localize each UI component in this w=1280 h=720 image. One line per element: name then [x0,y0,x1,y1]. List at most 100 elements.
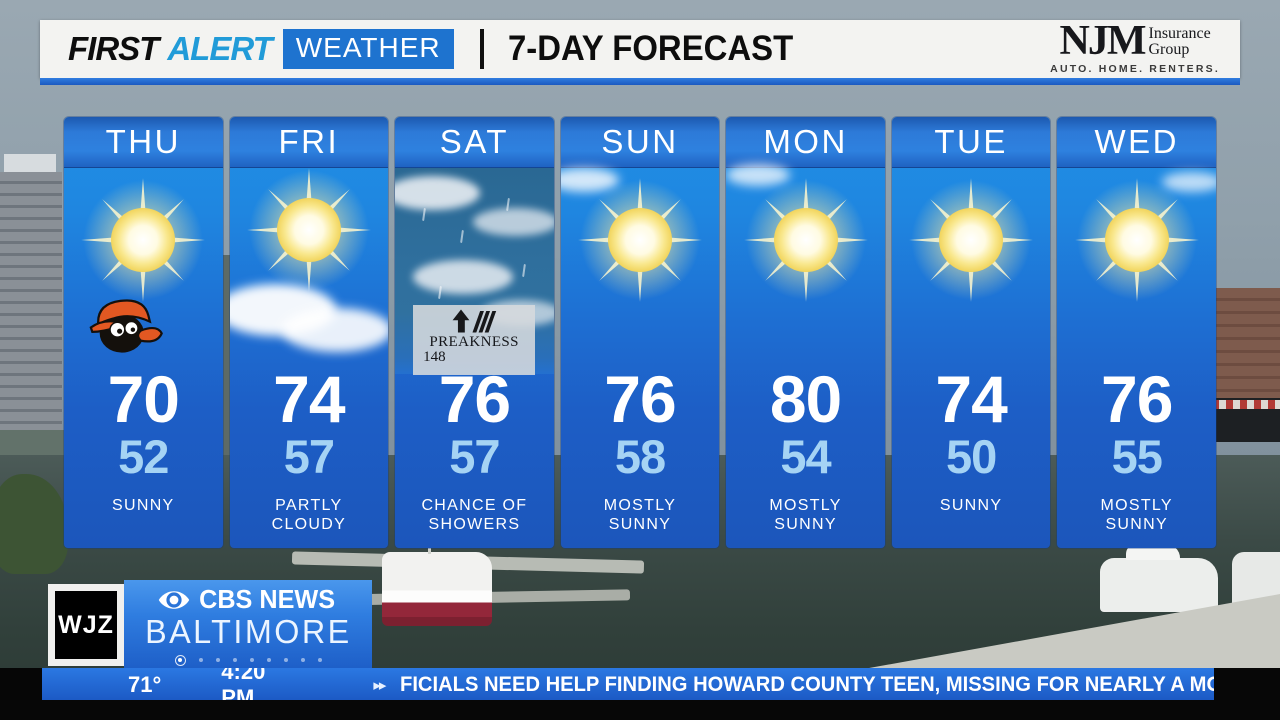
background-tower [0,172,62,472]
temps: 74 57 PARTLY CLOUDY [230,366,389,535]
njm-sponsor-logo: NJM Insurance Group AUTO. HOME. RENTERS. [1050,18,1220,75]
low-temp: 57 [283,430,335,483]
sun-icon [742,176,870,304]
high-temp: 74 [273,362,345,436]
forecast-day-card-wed: WED 76 55 MOSTLY SUNNY [1057,117,1216,548]
city-label: BALTIMORE [144,613,352,651]
temps: 76 55 MOSTLY SUNNY [1057,366,1216,535]
first-alert-weather-logo: FIRST ALERT WEATHER [68,29,454,69]
njm-line1: Insurance [1148,24,1211,42]
sun-icon [245,166,373,294]
day-name: SAT [439,123,510,160]
temps: 80 54 MOSTLY SUNNY [726,366,885,535]
njm-line2: Group [1148,40,1190,58]
temps: 76 57 CHANCE OF SHOWERS [395,366,554,535]
forecast-day-card-sat: SAT PREAKNESS 148 76 57 CHANCE OF SHOWER… [395,117,554,548]
sun-icon [907,176,1035,304]
banner-divider [479,29,484,69]
condition-label: MOSTLY SUNNY [769,496,842,534]
high-temp: 80 [769,362,842,436]
temps: 74 50 SUNNY [892,366,1051,515]
njm-tagline: AUTO. HOME. RENTERS. [1050,62,1220,75]
high-temp: 76 [604,362,676,436]
preakness-number: 148 [423,349,446,365]
page-title: 7-DAY FORECAST [507,29,793,68]
condition-label: SUNNY [112,496,175,514]
day-name: SUN [601,123,679,160]
cbs-news-baltimore-logo: CBS NEWS BALTIMORE [124,580,372,668]
low-temp: 55 [1111,430,1163,483]
high-temp: 76 [1100,362,1173,436]
background-yacht [1100,544,1218,612]
orioles-logo [86,295,168,357]
cloud-icon [726,164,791,186]
cloud-icon [1161,172,1216,192]
brand-weather: WEATHER [282,29,454,69]
forecast-day-card-mon: MON 80 54 MOSTLY SUNNY [726,117,885,548]
banner-blue-stripe [40,78,1240,85]
news-ticker: 71° 4:20 PM ▸▸ FICIALS NEED HELP FINDING… [42,668,1214,702]
low-temp: 50 [945,430,997,483]
condition-label: MOSTLY SUNNY [603,496,677,534]
cloud-icon [560,168,619,192]
brand-first: FIRST [68,30,159,67]
preakness-badge: PREAKNESS 148 [413,305,536,375]
bottom-letterbox [0,700,1280,720]
weather-banner: FIRST ALERT WEATHER 7-DAY FORECAST NJM I… [40,20,1240,78]
cbs-eye-icon [158,590,190,610]
forecast-day-card-fri: FRI 74 57 PARTLY CLOUDY [229,117,389,548]
weather-icon-area [560,168,720,354]
condition-label: PARTLY CLOUDY [271,496,347,534]
day-header: FRI [229,117,389,168]
day-name: TUE [934,123,1008,160]
forecast-grid: THU 70 52 SUNNY FRI 74 57 PARTLY CLOUDY … [64,117,1216,548]
background-trees [0,474,68,574]
day-header: WED [1057,117,1216,168]
high-temp: 76 [438,362,511,436]
sun-icon [1073,176,1201,304]
condition-label: SUNNY [939,496,1003,514]
sun-icon [576,176,704,304]
weather-icon-area [892,168,1051,354]
preakness-logo-icon [448,308,500,334]
condition-label: CHANCE OF SHOWERS [421,496,528,534]
weather-icon-area [229,166,389,354]
high-temp: 70 [107,362,180,436]
day-name: WED [1094,123,1179,160]
low-temp: 57 [449,430,500,483]
ticker-headline: FICIALS NEED HELP FINDING HOWARD COUNTY … [400,673,1214,696]
wjz-callsign: WJZ [58,610,114,639]
background-brick-building [1212,288,1280,400]
cbs-news-label: CBS NEWS [199,584,336,615]
day-header: SAT [395,117,554,168]
day-name: MON [763,123,848,160]
forecast-day-card-tue: TUE 74 50 SUNNY [891,117,1051,548]
ticker-right-spacer [1214,668,1280,702]
cloud-icon [281,308,389,352]
carousel-dots [174,654,322,666]
background-tour-boat [382,530,492,626]
low-temp: 58 [614,430,666,483]
low-temp: 54 [780,430,831,483]
brand-alert: ALERT [167,30,272,67]
ticker-row: 71° 4:20 PM ▸▸ FICIALS NEED HELP FINDING… [0,668,1280,702]
ticker-arrows-icon: ▸▸ [373,677,386,694]
condition-label: MOSTLY SUNNY [1100,496,1173,534]
day-name: FRI [278,123,340,160]
current-time: 4:20 PM [221,668,266,702]
weather-icon-area [1057,168,1216,354]
weather-icon-area [726,164,885,354]
forecast-day-card-sun: SUN 76 58 MOSTLY SUNNY [560,117,720,548]
wjz-logo: WJZ [48,584,124,666]
day-header: SUN [560,117,720,168]
background-pier-pavilion [1212,398,1280,442]
day-name: THU [105,123,181,160]
njm-subtitle: Insurance Group [1148,24,1211,59]
temps: 76 58 MOSTLY SUNNY [561,366,720,535]
njm-name: NJM [1059,18,1147,65]
temps: 70 52 SUNNY [64,366,223,515]
high-temp: 74 [935,362,1007,436]
day-header: TUE [891,117,1051,168]
forecast-day-card-thu: THU 70 52 SUNNY [64,117,223,548]
current-temp: 71° [128,672,162,697]
